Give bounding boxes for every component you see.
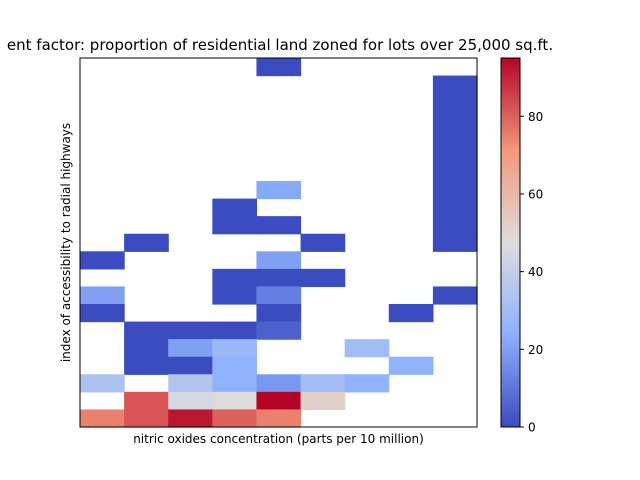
colorbar-tick-label: 60 [528, 187, 543, 201]
heatmap-cell [168, 391, 213, 411]
heatmap-cell [344, 374, 390, 393]
heatmap-cell [80, 286, 125, 305]
heatmap-cell [256, 181, 302, 200]
heatmap-cell [212, 216, 258, 235]
heatmap-cell [80, 374, 125, 393]
heatmap-cell [256, 251, 302, 270]
y-axis-label: index of accessibility to radial highway… [59, 123, 73, 362]
heatmap-cell [124, 356, 169, 375]
heatmap-cell [256, 268, 302, 288]
heatmap-cell [168, 356, 213, 375]
heatmap-cell [124, 409, 169, 428]
heatmap-cell [168, 409, 213, 428]
colorbar-tick-label: 80 [528, 110, 543, 124]
heatmap-cell [256, 304, 302, 323]
heatmap-cell [168, 339, 213, 358]
chart-title: ent factor: proportion of residential la… [7, 36, 553, 54]
heatmap-cell [256, 391, 302, 411]
heatmap-cell [256, 58, 302, 77]
colorbar-tick-label: 20 [528, 343, 543, 357]
heatmap-cell [388, 356, 434, 375]
heatmap-cell [256, 374, 302, 393]
heatmap-cell [256, 321, 302, 340]
heatmap-cell [432, 198, 478, 217]
heatmap-cell [432, 145, 478, 165]
heatmap-cell [300, 233, 346, 252]
heatmap-cell [432, 163, 478, 182]
heatmap-cell [168, 374, 213, 393]
heatmap-cell [256, 286, 302, 305]
heatmap-cell [212, 374, 258, 393]
heatmap-cells [80, 58, 478, 428]
heatmap-cell [80, 409, 125, 428]
heatmap-cell [432, 216, 478, 235]
heatmap-cell [388, 304, 434, 323]
heatmap-cell [256, 216, 302, 235]
heatmap-cell [300, 374, 346, 393]
heatmap-cell [212, 356, 258, 375]
heatmap-cell [124, 233, 169, 252]
plot-frame [79, 57, 478, 428]
heatmap-cell [212, 409, 258, 428]
heatmap-cell [212, 339, 258, 358]
colorbar [500, 57, 521, 428]
colorbar-ticks: 0 20 40 60 80 [520, 110, 543, 435]
heatmap-cell [80, 304, 125, 323]
heatmap-cell [300, 268, 346, 288]
heatmap-cell [344, 339, 390, 358]
heatmap-cell [80, 251, 125, 270]
heatmap-cell [212, 268, 258, 288]
heatmap-cell [432, 128, 478, 147]
heatmap-cell [124, 339, 169, 358]
heatmap-cell [168, 321, 213, 340]
heatmap-cell [256, 409, 302, 428]
colorbar-tick-label: 0 [528, 421, 536, 435]
heatmap-cell [124, 391, 169, 411]
heatmap-cell [212, 391, 258, 411]
heatmap-cell [432, 75, 478, 94]
heatmap-cell [300, 391, 346, 411]
heatmap-cell [432, 181, 478, 200]
heatmap-cell [212, 286, 258, 305]
heatmap-cell [432, 233, 478, 252]
heatmap-cell [124, 321, 169, 340]
heatmap-cell [212, 198, 258, 217]
heatmap-cell [432, 110, 478, 129]
heatmap-cell [212, 321, 258, 340]
x-axis-label: nitric oxides concentration (parts per 1… [133, 432, 424, 446]
heatmap-cell [432, 93, 478, 112]
heatmap-cell [432, 286, 478, 305]
colorbar-tick-label: 40 [528, 265, 543, 279]
